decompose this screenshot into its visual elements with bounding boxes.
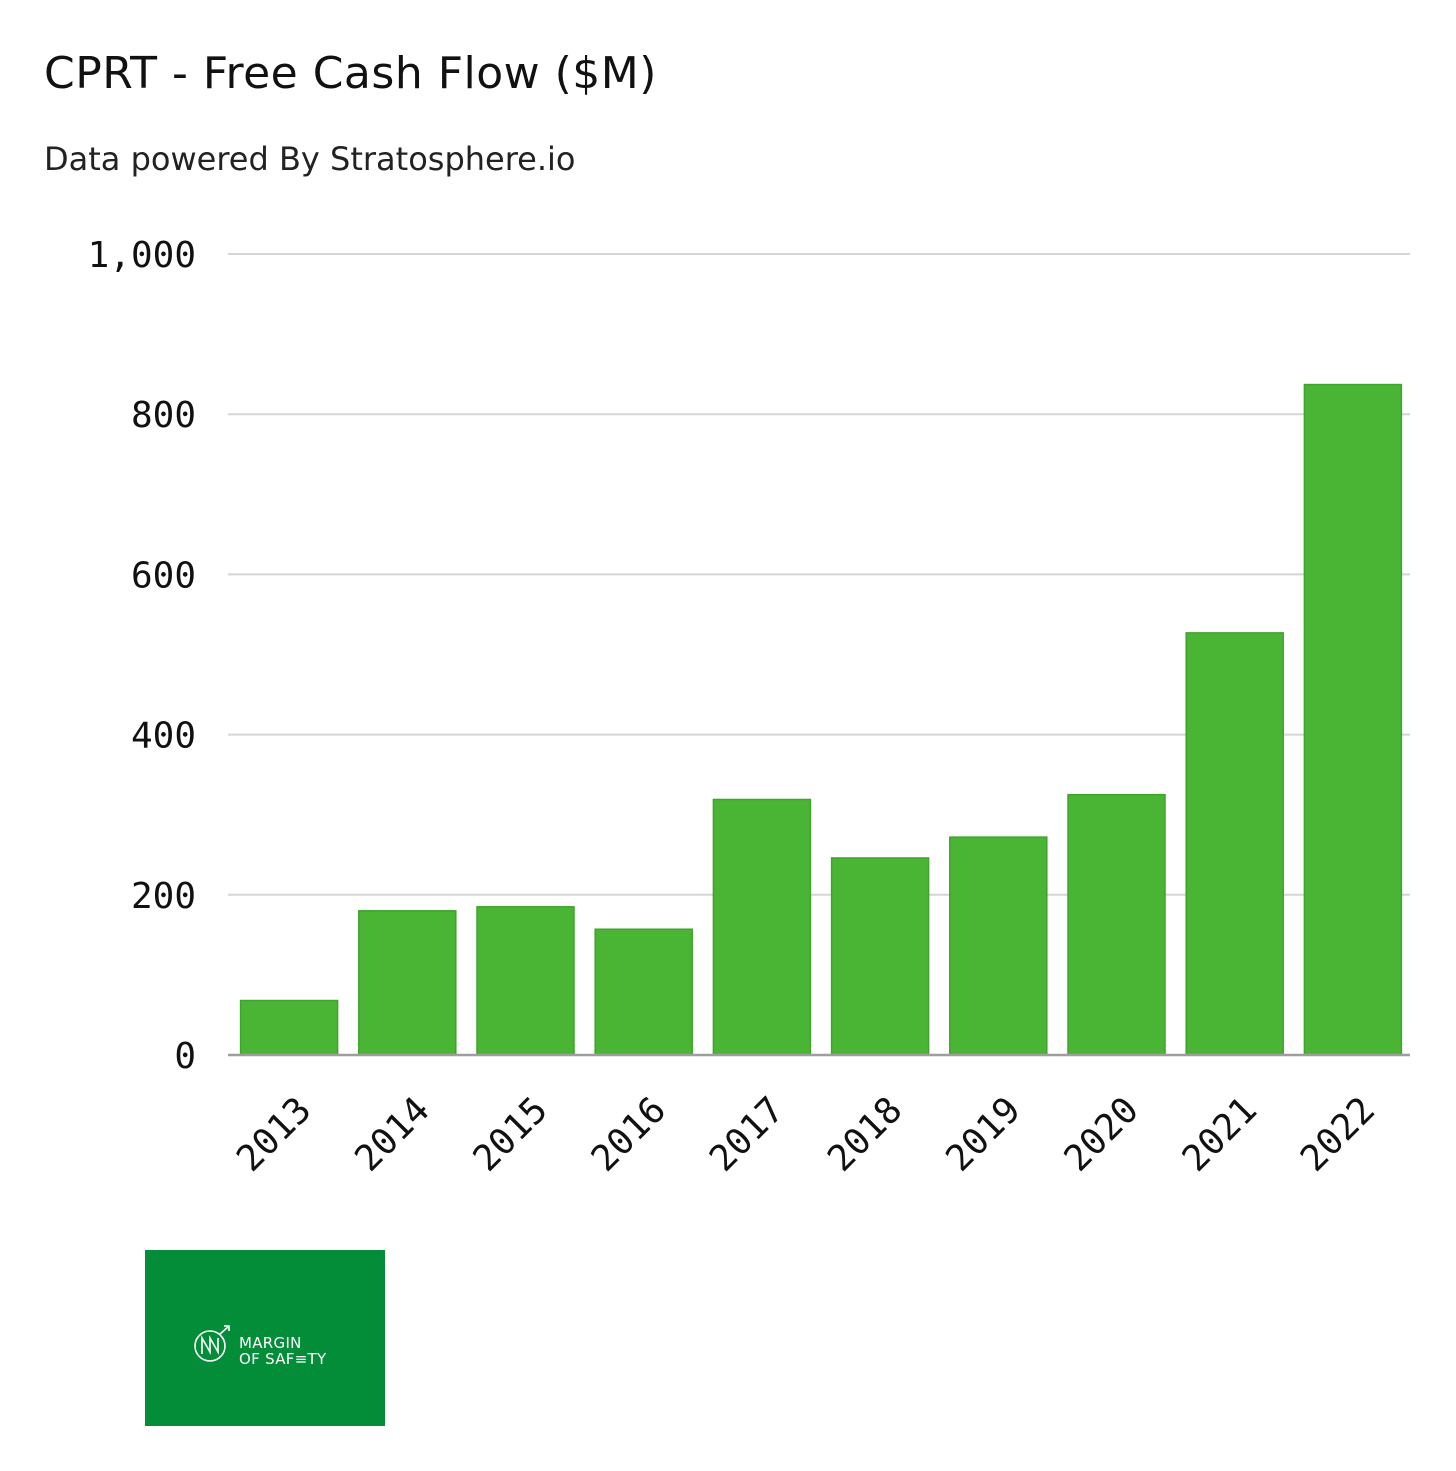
y-tick-label: 200 <box>131 876 196 917</box>
bar-2022 <box>1303 383 1403 1056</box>
logo-line-2: OF SAF≡TY <box>239 1350 327 1368</box>
bar-2021 <box>1185 632 1284 1056</box>
bar-2013 <box>239 999 339 1056</box>
bar-2016 <box>594 928 693 1056</box>
bar-2017 <box>712 798 812 1056</box>
bar-2020 <box>1067 793 1166 1056</box>
margin-of-safety-logo: MARGIN OF SAF≡TY <box>145 1250 385 1426</box>
y-tick-label: 1,000 <box>88 235 196 276</box>
bar-2019 <box>949 836 1048 1056</box>
x-tick-label: 2017 <box>702 1089 792 1179</box>
x-tick-label: 2014 <box>347 1089 437 1179</box>
bar-chart: 0 200 400 600 800 1,000 2013 2014 2015 2016 2017 20… <box>88 235 1410 1180</box>
x-tick-label: 2022 <box>1293 1089 1383 1179</box>
x-tick-label: 2021 <box>1175 1089 1265 1179</box>
chart-title: CPRT - Free Cash Flow ($M) <box>44 48 657 99</box>
bar-2014 <box>358 910 457 1056</box>
x-tick-label: 2016 <box>584 1089 674 1179</box>
x-tick-label: 2019 <box>938 1089 1028 1179</box>
x-tick-label: 2020 <box>1057 1089 1147 1179</box>
x-tick-label: 2013 <box>229 1089 319 1179</box>
bar-2018 <box>830 857 930 1056</box>
chart-subtitle: Data powered By Stratosphere.io <box>44 140 576 178</box>
logo-wordmark: MARGIN OF SAF≡TY <box>239 1335 327 1367</box>
logo-icon <box>194 1325 230 1362</box>
y-tick-label: 0 <box>174 1036 196 1077</box>
y-tick-label: 400 <box>131 716 196 757</box>
y-tick-label: 800 <box>131 395 196 436</box>
logo-line-1: MARGIN <box>239 1334 302 1352</box>
x-tick-label: 2018 <box>820 1089 910 1179</box>
y-tick-label: 600 <box>131 555 196 596</box>
bar-2015 <box>476 906 575 1056</box>
x-tick-label: 2015 <box>466 1089 556 1179</box>
